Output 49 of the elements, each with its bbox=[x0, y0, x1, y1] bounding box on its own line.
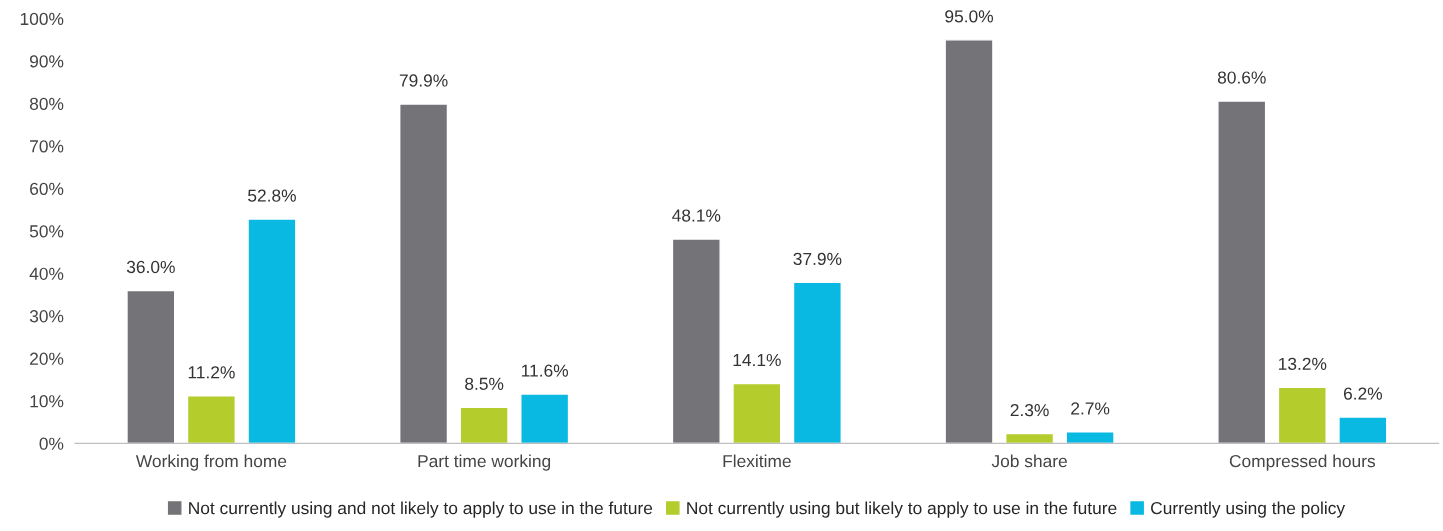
y-tick-label: 80% bbox=[29, 97, 64, 111]
data-label: 36.0% bbox=[126, 260, 175, 274]
y-tick-label: 60% bbox=[30, 182, 64, 195]
x-tick-label: Flexitime bbox=[723, 454, 791, 468]
data-label: 79.9% bbox=[399, 74, 448, 87]
y-tick-label: 90% bbox=[29, 55, 64, 68]
x-tick-label: Compressed hours bbox=[1229, 454, 1376, 471]
legend-label: Not currently using and not likely to apply to use in the future bbox=[189, 501, 653, 518]
data-label: 37.9% bbox=[793, 252, 842, 266]
bar bbox=[944, 39, 994, 444]
legend-label: Not currently using but likely to apply to use in the future bbox=[687, 501, 1117, 518]
y-tick-label: 20% bbox=[30, 352, 64, 365]
y-tick-label: 50% bbox=[29, 225, 64, 238]
legend-label: Currently using the policy bbox=[1151, 501, 1346, 518]
data-label: 6.2% bbox=[1343, 387, 1383, 400]
data-label: 11.2% bbox=[188, 366, 235, 379]
bar bbox=[247, 218, 297, 444]
bar bbox=[1217, 100, 1267, 444]
bar bbox=[399, 103, 449, 444]
data-label: 80.6% bbox=[1217, 71, 1266, 84]
x-tick-label: Job share bbox=[991, 454, 1067, 468]
bar bbox=[1277, 386, 1327, 444]
bar bbox=[1005, 432, 1055, 444]
bar bbox=[186, 395, 236, 444]
data-label: 8.5% bbox=[465, 377, 504, 390]
data-label: 11.6% bbox=[522, 364, 569, 377]
y-tick-label: 10% bbox=[30, 395, 64, 408]
bar bbox=[126, 289, 176, 444]
data-label: 13.2% bbox=[1279, 357, 1327, 370]
y-tick-label: 70% bbox=[30, 140, 64, 153]
bar bbox=[792, 281, 842, 444]
bar bbox=[520, 393, 570, 444]
data-label: 2.3% bbox=[1010, 404, 1049, 417]
x-tick-label: Working from home bbox=[135, 454, 287, 471]
y-tick-label: 0% bbox=[39, 437, 64, 450]
data-label: 48.1% bbox=[672, 209, 721, 222]
data-label: 95.0% bbox=[945, 10, 994, 23]
y-tick-label: 40% bbox=[29, 267, 64, 280]
data-label: 14.1% bbox=[733, 353, 781, 367]
bar bbox=[1338, 416, 1388, 444]
x-tick-label: Part time working bbox=[418, 454, 551, 471]
data-label: 2.7% bbox=[1071, 402, 1110, 415]
bar bbox=[671, 238, 721, 444]
data-label: 52.8% bbox=[248, 189, 296, 202]
bar bbox=[732, 382, 782, 444]
y-tick-label: 30% bbox=[29, 310, 64, 323]
bar bbox=[1065, 431, 1115, 444]
bar bbox=[459, 406, 509, 444]
y-tick-label: 100% bbox=[20, 12, 64, 26]
